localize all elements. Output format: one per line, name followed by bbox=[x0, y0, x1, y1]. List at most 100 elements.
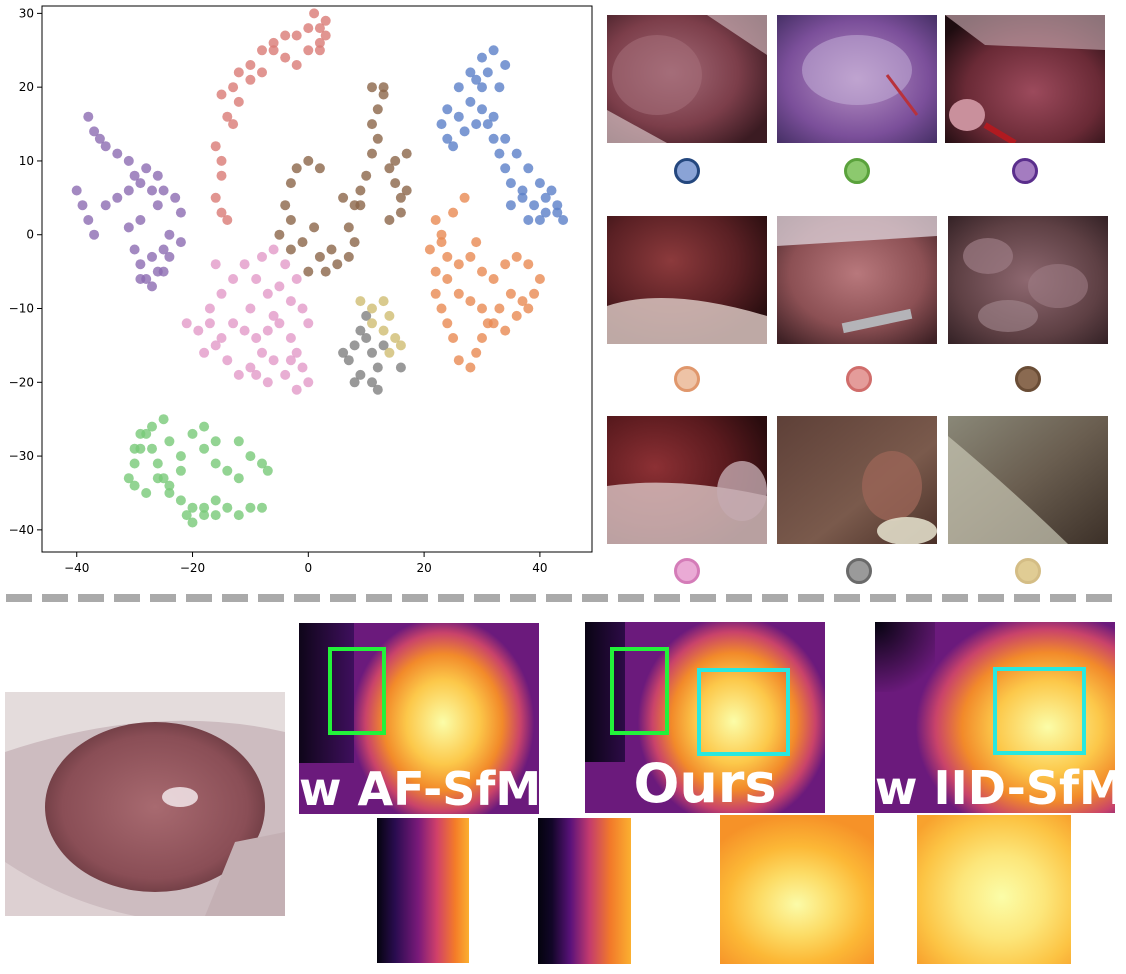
scatter-point bbox=[523, 163, 534, 174]
scatter-point bbox=[540, 192, 551, 203]
scatter-point bbox=[552, 207, 563, 218]
scatter-point bbox=[401, 148, 412, 159]
scatter-point bbox=[268, 37, 279, 48]
scatter-point bbox=[199, 502, 210, 513]
crop-ours-cyan bbox=[720, 815, 874, 964]
scatter-point bbox=[285, 333, 296, 343]
scatter-point bbox=[268, 310, 279, 321]
scatter-point bbox=[361, 310, 372, 321]
y-tick-label: −40 bbox=[9, 523, 34, 537]
thumbnail-2 bbox=[777, 15, 937, 143]
scatter-point bbox=[164, 480, 175, 491]
scatter-point bbox=[285, 355, 296, 366]
scatter-point bbox=[129, 443, 140, 454]
scatter-point bbox=[372, 104, 383, 115]
scatter-point bbox=[152, 170, 163, 181]
scatter-point bbox=[378, 340, 389, 351]
scatter-point bbox=[534, 274, 545, 284]
scatter-point bbox=[367, 119, 377, 130]
scatter-point bbox=[141, 274, 152, 284]
cluster-marker-1 bbox=[674, 158, 700, 184]
scatter-point bbox=[245, 502, 256, 513]
scatter-point bbox=[262, 325, 273, 336]
depth-map-iid-sfm: w IID-SfM bbox=[875, 622, 1115, 813]
scatter-point bbox=[147, 281, 157, 292]
thumbnail-4 bbox=[607, 216, 767, 344]
scatter-point bbox=[175, 451, 186, 462]
scatter-point bbox=[89, 229, 100, 240]
scatter-point bbox=[320, 15, 331, 26]
thumbnail-1 bbox=[607, 15, 767, 143]
panel-label: w IID-SfM bbox=[875, 761, 1115, 813]
scatter-point bbox=[175, 237, 186, 248]
tsne-scatter-plot: −40 −20 0 20 40 −40 −30 −20 −10 0 10 20 30 bbox=[9, 5, 593, 575]
scatter-point bbox=[204, 303, 215, 314]
scatter-point bbox=[245, 303, 256, 314]
scatter-point bbox=[245, 60, 256, 70]
scatter-point bbox=[488, 45, 499, 56]
scatter-point bbox=[274, 229, 285, 240]
cluster-marker-3 bbox=[1012, 158, 1038, 184]
scatter-point bbox=[83, 111, 94, 122]
scatter-point bbox=[511, 148, 522, 159]
scatter-point bbox=[424, 244, 435, 255]
thumbnail-3 bbox=[945, 15, 1105, 143]
scatter-point bbox=[500, 259, 511, 270]
scatter-point bbox=[355, 325, 366, 336]
scatter-point bbox=[303, 318, 314, 329]
scatter-point bbox=[199, 421, 210, 432]
scatter-point bbox=[488, 274, 499, 284]
scatter-point bbox=[338, 192, 349, 203]
scatter-point bbox=[309, 222, 320, 233]
scatter-point bbox=[448, 207, 459, 218]
scatter-point bbox=[500, 325, 511, 336]
scatter-point bbox=[210, 259, 221, 270]
scatter-point bbox=[216, 89, 227, 100]
scatter-point bbox=[477, 82, 487, 93]
scatter-point bbox=[558, 215, 569, 225]
scatter-point bbox=[199, 510, 210, 521]
scatter-point bbox=[152, 200, 163, 211]
scatter-point bbox=[135, 259, 146, 270]
scatter-point bbox=[268, 45, 279, 56]
scatter-point bbox=[100, 200, 111, 211]
scatter-point bbox=[303, 266, 314, 277]
scatter-point bbox=[314, 251, 325, 262]
panel-label: Ours bbox=[633, 752, 777, 813]
scatter-point bbox=[257, 458, 267, 469]
scatter-point bbox=[141, 163, 152, 174]
scatter-point bbox=[500, 163, 511, 174]
scatter-point bbox=[436, 303, 447, 314]
scatter-point bbox=[384, 347, 395, 358]
scatter-point bbox=[523, 303, 534, 314]
scatter-point bbox=[233, 473, 244, 484]
scatter-point bbox=[482, 67, 493, 78]
scatter-point bbox=[175, 465, 186, 476]
scatter-point bbox=[268, 355, 279, 366]
scatter-point bbox=[465, 296, 476, 307]
scatter-point bbox=[320, 266, 331, 277]
scatter-point bbox=[349, 377, 360, 388]
scatter-point bbox=[477, 104, 487, 115]
scatter-point bbox=[170, 192, 181, 203]
scatter-point bbox=[257, 347, 267, 358]
thumbnail-7 bbox=[607, 416, 767, 544]
scatter-point bbox=[505, 178, 516, 189]
scatter-point bbox=[511, 251, 522, 262]
scatter-point bbox=[384, 310, 395, 321]
scatter-point bbox=[361, 170, 372, 181]
scatter-point bbox=[303, 377, 314, 388]
scatter-point bbox=[233, 436, 244, 447]
scatter-point bbox=[477, 303, 487, 314]
scatter-point bbox=[94, 133, 105, 144]
y-tick-label: 0 bbox=[26, 228, 34, 242]
scatter-point bbox=[453, 288, 464, 299]
scatter-point bbox=[257, 45, 267, 56]
scatter-point bbox=[210, 495, 221, 506]
scatter-point bbox=[274, 281, 285, 292]
scatter-point bbox=[494, 303, 505, 314]
scatter-point bbox=[204, 318, 215, 329]
scatter-point bbox=[257, 251, 267, 262]
depth-map-af-sfm: w AF-SfM bbox=[299, 623, 539, 814]
scatter-point bbox=[436, 119, 447, 130]
